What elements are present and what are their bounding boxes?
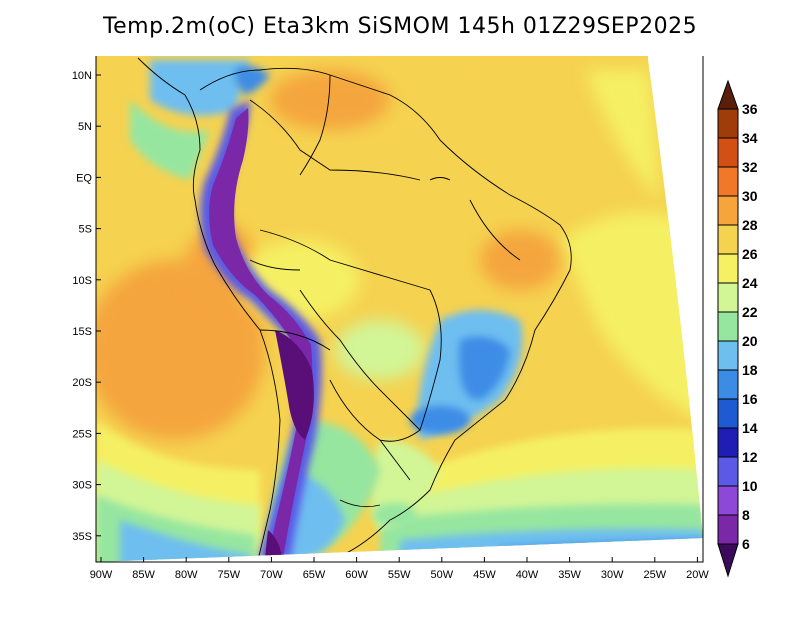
lat-tick-label: 10S: [72, 275, 92, 287]
lon-tick-label: 20W: [686, 569, 709, 581]
lat-tick-label: EQ: [76, 172, 92, 184]
colorbar: 36 34 32 30 28 26 24 22 20 18 16 14 12 10 8 6: [717, 79, 758, 578]
lat-tick-label: 25S: [72, 428, 92, 440]
lat-tick-label: 15S: [72, 326, 92, 338]
colorbar-label: 34: [742, 130, 758, 146]
lon-tick-label: 75W: [217, 569, 240, 581]
lat-tick-label: 5N: [78, 121, 92, 133]
colorbar-swatch: [717, 485, 739, 516]
colorbar-swatch: [717, 398, 739, 429]
colorbar-swatch: [717, 108, 739, 139]
lon-tick-label: 85W: [132, 569, 155, 581]
colorbar-lower-arrow: [717, 543, 739, 578]
colorbar-label: 12: [742, 449, 758, 465]
colorbar-label: 18: [742, 362, 758, 378]
colorbar-swatch: [717, 253, 739, 284]
coastlines-borders: [137, 57, 572, 561]
colorbar-swatch: [717, 427, 739, 458]
colorbar-swatch: [717, 514, 739, 545]
lon-tick-label: 25W: [643, 569, 666, 581]
lon-tick-label: 40W: [516, 569, 539, 581]
map-title: Temp.2m(oC) Eta3km SiSMOM 145h 01Z29SEP2…: [102, 14, 698, 39]
colorbar-swatch: [717, 195, 739, 226]
lon-tick-label: 35W: [558, 569, 581, 581]
colorbar-label: 6: [742, 536, 750, 552]
lat-tick-label: 35S: [72, 531, 92, 543]
lon-tick-label: 90W: [90, 569, 113, 581]
colorbar-label: 14: [742, 420, 758, 436]
lon-tick-label: 45W: [473, 569, 496, 581]
longitude-axis: 90W 85W 80W 75W 70W 65W 60W 55W 50W 45W 40W 35W 30W 2…: [90, 557, 709, 581]
colorbar-swatch: [717, 166, 739, 197]
temperature-field: [96, 56, 703, 562]
colorbar-label: 22: [742, 304, 758, 320]
colorbar-swatch: [717, 282, 739, 313]
colorbar-label: 16: [742, 391, 758, 407]
colorbar-label: 20: [742, 333, 758, 349]
lat-tick-label: 20S: [72, 377, 92, 389]
lat-tick-label: 30S: [72, 480, 92, 492]
colorbar-swatch: [717, 224, 739, 255]
lon-tick-label: 80W: [175, 569, 198, 581]
colorbar-upper-arrow: [717, 79, 739, 110]
colorbar-label: 32: [742, 159, 758, 175]
colorbar-label: 28: [742, 217, 758, 233]
colorbar-label: 36: [742, 101, 758, 117]
lon-tick-label: 30W: [601, 569, 624, 581]
colorbar-swatch: [717, 369, 739, 400]
colorbar-swatch: [717, 340, 739, 371]
latitude-axis: 10N 5N EQ 5S 10S 15S 20S 25S 30S 35S: [72, 70, 101, 543]
colorbar-label: 8: [742, 507, 750, 523]
lat-tick-label: 10N: [72, 70, 92, 82]
colorbar-label: 26: [742, 246, 758, 262]
colorbar-label: 24: [742, 275, 758, 291]
lon-tick-label: 50W: [430, 569, 453, 581]
lon-tick-label: 70W: [260, 569, 283, 581]
lat-tick-label: 5S: [79, 224, 92, 236]
colorbar-label: 10: [742, 478, 758, 494]
colorbar-swatch: [717, 311, 739, 342]
lon-tick-label: 60W: [345, 569, 368, 581]
colorbar-label: 30: [742, 188, 758, 204]
colorbar-swatch: [717, 137, 739, 168]
colorbar-swatch: [717, 456, 739, 487]
lon-tick-label: 55W: [388, 569, 411, 581]
lon-tick-label: 65W: [303, 569, 326, 581]
